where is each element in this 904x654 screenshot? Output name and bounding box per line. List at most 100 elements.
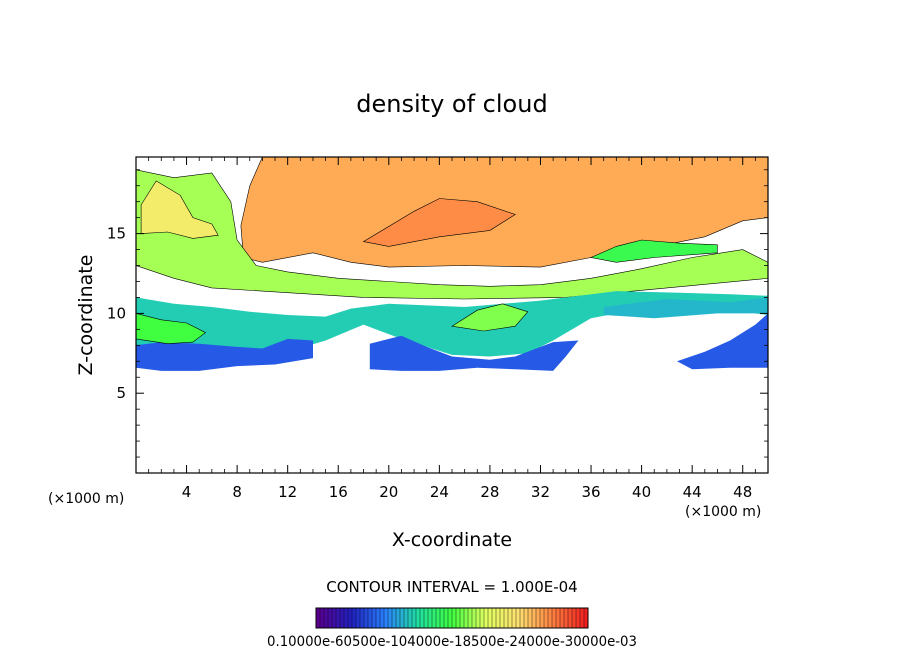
colorbar-cell [375,607,381,629]
colorbar [315,607,589,629]
colorbar-cell [567,607,573,629]
colorbar-cell [387,607,393,629]
x-tick-label: 16 [329,483,348,501]
colorbar-cell [471,607,477,629]
colorbar-cell [347,607,353,629]
x-tick-label: 44 [683,483,702,501]
colorbar-cell [427,607,433,629]
x-tick-label: 28 [480,483,499,501]
density-region-11 [589,239,718,263]
colorbar-cell [443,607,449,629]
colorbar-cell [435,607,441,629]
colorbar-cell [551,607,557,629]
colorbar-frame [315,607,589,629]
contour-interval-label: CONTOUR INTERVAL = 1.000E-04 [326,578,577,596]
density-region-9 [140,180,219,239]
colorbar-cell [327,607,333,629]
colorbar-cell [475,607,481,629]
colorbar-cell [483,607,489,629]
colorbar-cell [395,607,401,629]
colorbar-cell [539,607,545,629]
colorbar-cell [571,607,577,629]
colorbar-cell [423,607,429,629]
colorbar-cell [379,607,385,629]
colorbar-cell [575,607,581,629]
colorbar-cell [479,607,485,629]
density-region-5 [369,335,579,371]
colorbar-cell [335,607,341,629]
x-tick-label: 36 [581,483,600,501]
density-region-10 [362,198,516,247]
colorbar-cell [579,607,585,629]
x-unit-left: (×1000 m) [48,491,124,507]
colorbar-cell [343,607,349,629]
x-tick-label: 40 [632,483,651,501]
colorbar-cell [419,607,425,629]
y-tick-label: 10 [107,304,126,322]
colorbar-cell [391,607,397,629]
colorbar-cell [507,607,513,629]
density-region-2 [136,169,768,300]
density-region-6 [677,313,768,370]
colorbar-cell [491,607,497,629]
colorbar-cell [463,607,469,629]
colorbar-cell [495,607,501,629]
colorbar-cell [315,607,321,629]
colorbar-cell [363,607,369,629]
colorbar-cell [523,607,529,629]
colorbar-cell [515,607,521,629]
colorbar-cell [431,607,437,629]
colorbar-cell [531,607,537,629]
density-region-7 [603,297,768,319]
colorbar-cell [503,607,509,629]
colorbar-cell [351,607,357,629]
colorbar-cell [535,607,541,629]
colorbar-cell [403,607,409,629]
colorbar-cell [439,607,445,629]
chart-title: density of cloud [356,90,547,118]
colorbar-cell [543,607,549,629]
colorbar-cell [319,607,325,629]
x-tick-label: 20 [379,483,398,501]
density-region-4 [136,338,313,371]
y-axis-label: Z-coordinate [75,255,97,376]
colorbar-cell [451,607,457,629]
colorbar-cell [323,607,329,629]
colorbar-cell [407,607,413,629]
colorbar-cell [487,607,493,629]
colorbar-cell [447,607,453,629]
x-tick-label: 12 [278,483,297,501]
colorbar-cell [555,607,561,629]
colorbar-cell [455,607,461,629]
colorbar-cell [399,607,405,629]
density-region-12 [451,303,529,332]
colorbar-cell [563,607,569,629]
colorbar-cell [547,607,553,629]
x-tick-label: 8 [232,483,242,501]
colorbar-cell [467,607,473,629]
x-tick-label: 48 [733,483,752,501]
colorbar-cell [559,607,565,629]
colorbar-cell [511,607,517,629]
colorbar-cell [415,607,421,629]
heatmap-area [136,157,768,473]
colorbar-labels: 0.10000e-60500e-104000e-18500e-24000e-30… [267,634,637,650]
y-tick-label: 15 [107,225,126,243]
colorbar-cell [411,607,417,629]
colorbar-cell [499,607,505,629]
colorbar-cell [519,607,525,629]
colorbar-cell [355,607,361,629]
colorbar-cell [331,607,337,629]
colorbar-cell [527,607,533,629]
x-tick-label: 24 [430,483,449,501]
colorbar-cell [359,607,365,629]
x-tick-label: 32 [531,483,550,501]
x-unit-right: (×1000 m) [685,504,761,520]
colorbar-cell [371,607,377,629]
y-tick-label: 5 [116,384,126,402]
density-region-8 [136,313,207,345]
colorbar-cell [339,607,345,629]
colorbar-cell [367,607,373,629]
colorbar-cell [383,607,389,629]
